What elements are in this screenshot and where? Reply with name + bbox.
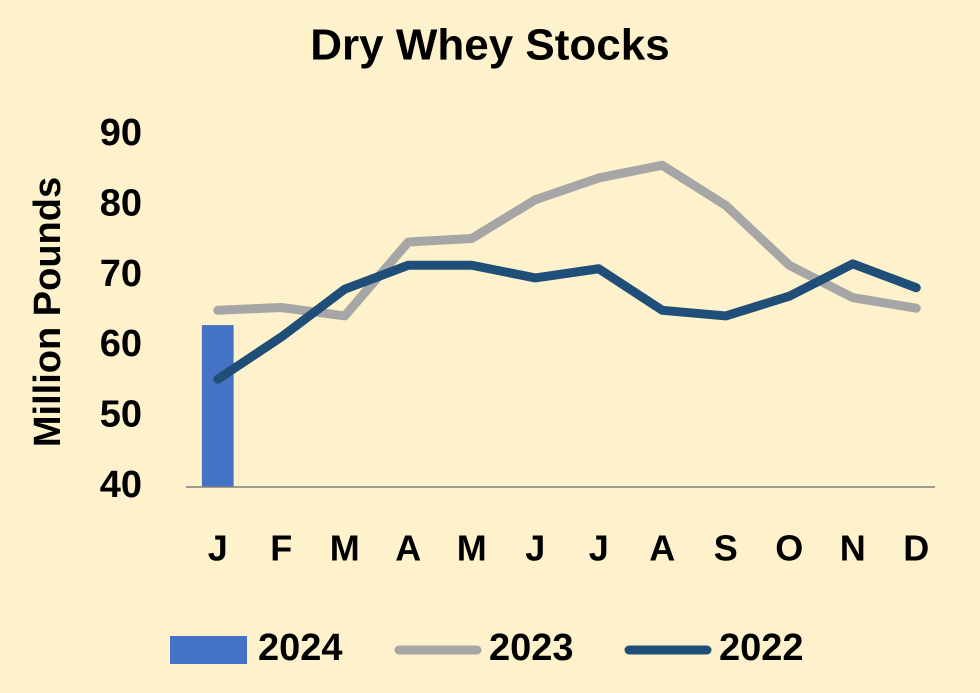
x-tick-label: J (589, 528, 609, 569)
legend-label: 2024 (258, 627, 343, 669)
y-tick-label: 40 (100, 464, 142, 506)
x-tick-label: M (457, 528, 487, 569)
x-tick-label: M (330, 528, 360, 569)
x-tick-label: A (649, 528, 675, 569)
y-tick-label: 90 (100, 112, 142, 154)
legend-swatch (170, 636, 247, 664)
y-tick-label: 70 (100, 253, 142, 295)
x-tick-label: D (903, 528, 929, 569)
x-tick-label: J (208, 528, 228, 569)
x-tick-label: O (775, 528, 803, 569)
line (213, 160, 921, 321)
bar (201, 325, 234, 487)
chart-title: Dry Whey Stocks (310, 21, 669, 70)
legend-label: 2022 (719, 627, 804, 669)
y-tick-label: 60 (100, 323, 142, 365)
y-tick-label: 80 (100, 182, 142, 224)
y-tick-label: 50 (100, 394, 142, 436)
x-tick-label: J (525, 528, 545, 569)
y-axis-label: Million Pounds (27, 177, 69, 447)
x-tick-label: A (395, 528, 421, 569)
x-tick-label: N (840, 528, 866, 569)
legend-label: 2023 (489, 627, 574, 669)
x-tick-label: F (270, 528, 292, 569)
line (213, 259, 921, 384)
x-tick-label: S (714, 528, 738, 569)
